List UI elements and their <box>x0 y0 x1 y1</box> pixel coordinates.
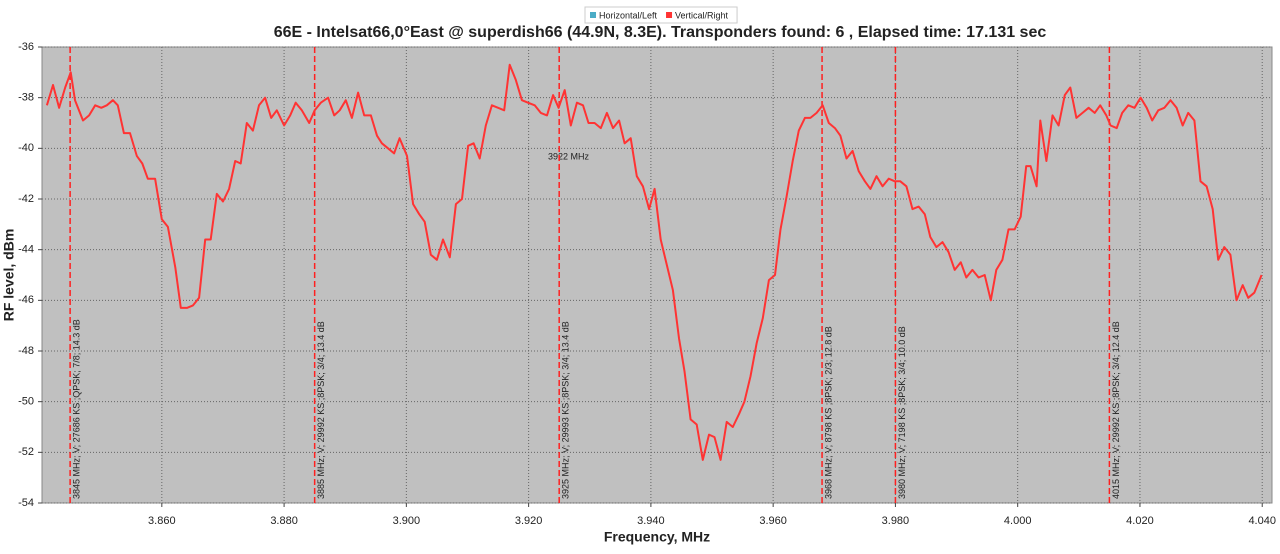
x-tick-label: 3.880 <box>270 515 298 527</box>
transponder-label: 3968 MHz; V; 8798 KS ;8PSK; 2/3; 12.8 dB <box>823 326 833 499</box>
transponder-label: 3885 MHz; V; 29992 KS ;8PSK; 3/4; 13.4 d… <box>316 321 326 499</box>
y-tick-label: -48 <box>18 345 34 357</box>
transponder-label: 3925 MHz; V; 29993 KS ;8PSK; 3/4; 13.4 d… <box>561 321 571 499</box>
legend-box <box>584 6 738 24</box>
y-tick-label: -44 <box>18 244 34 256</box>
x-tick-label: 3.860 <box>148 515 176 527</box>
x-tick-label: 3.940 <box>637 515 665 527</box>
x-tick-label: 3.980 <box>882 515 910 527</box>
x-axis-label: Frequency, MHz <box>604 529 710 545</box>
y-axis-label: RF level, dBm <box>1 229 17 322</box>
series-line <box>45 63 1263 461</box>
x-tick-label: 4.040 <box>1248 515 1276 527</box>
y-tick-label: -36 <box>18 41 34 53</box>
legend-swatch <box>666 12 673 18</box>
legend-label: Horizontal/Left <box>599 10 658 20</box>
chart-title: 66E - Intelsat66,0°East @ superdish66 (4… <box>274 24 1047 41</box>
transponder-label: 4015 MHz; V; 29992 KS ;8PSK; 3/4; 12.4 d… <box>1111 321 1121 499</box>
legend-swatch <box>590 12 596 18</box>
y-tick-label: -50 <box>18 396 34 408</box>
x-tick-label: 3.920 <box>515 515 543 527</box>
x-tick-label: 3.900 <box>393 515 421 527</box>
x-tick-label: 3.960 <box>759 515 787 527</box>
y-tick-label: -54 <box>18 497 34 509</box>
transponder-label: 3845 MHz; V; 27686 KS ;QPSK; 7/8; 14.3 d… <box>71 319 81 499</box>
y-tick-label: -46 <box>18 294 34 306</box>
y-tick-label: -42 <box>18 193 34 205</box>
y-tick-label: -38 <box>18 92 34 104</box>
plot-area <box>41 46 1273 504</box>
cursor-annotation: 3922 MHz <box>548 151 590 161</box>
y-tick-label: -52 <box>18 446 34 458</box>
y-tick-label: -40 <box>18 142 34 154</box>
transponder-label: 3980 MHz; V; 7198 KS ;8PSK; 3/4; 10.0 dB <box>897 326 907 499</box>
x-tick-label: 4.020 <box>1126 515 1154 527</box>
legend-label: Vertical/Right <box>675 10 729 20</box>
x-tick-label: 4.000 <box>1004 515 1032 527</box>
